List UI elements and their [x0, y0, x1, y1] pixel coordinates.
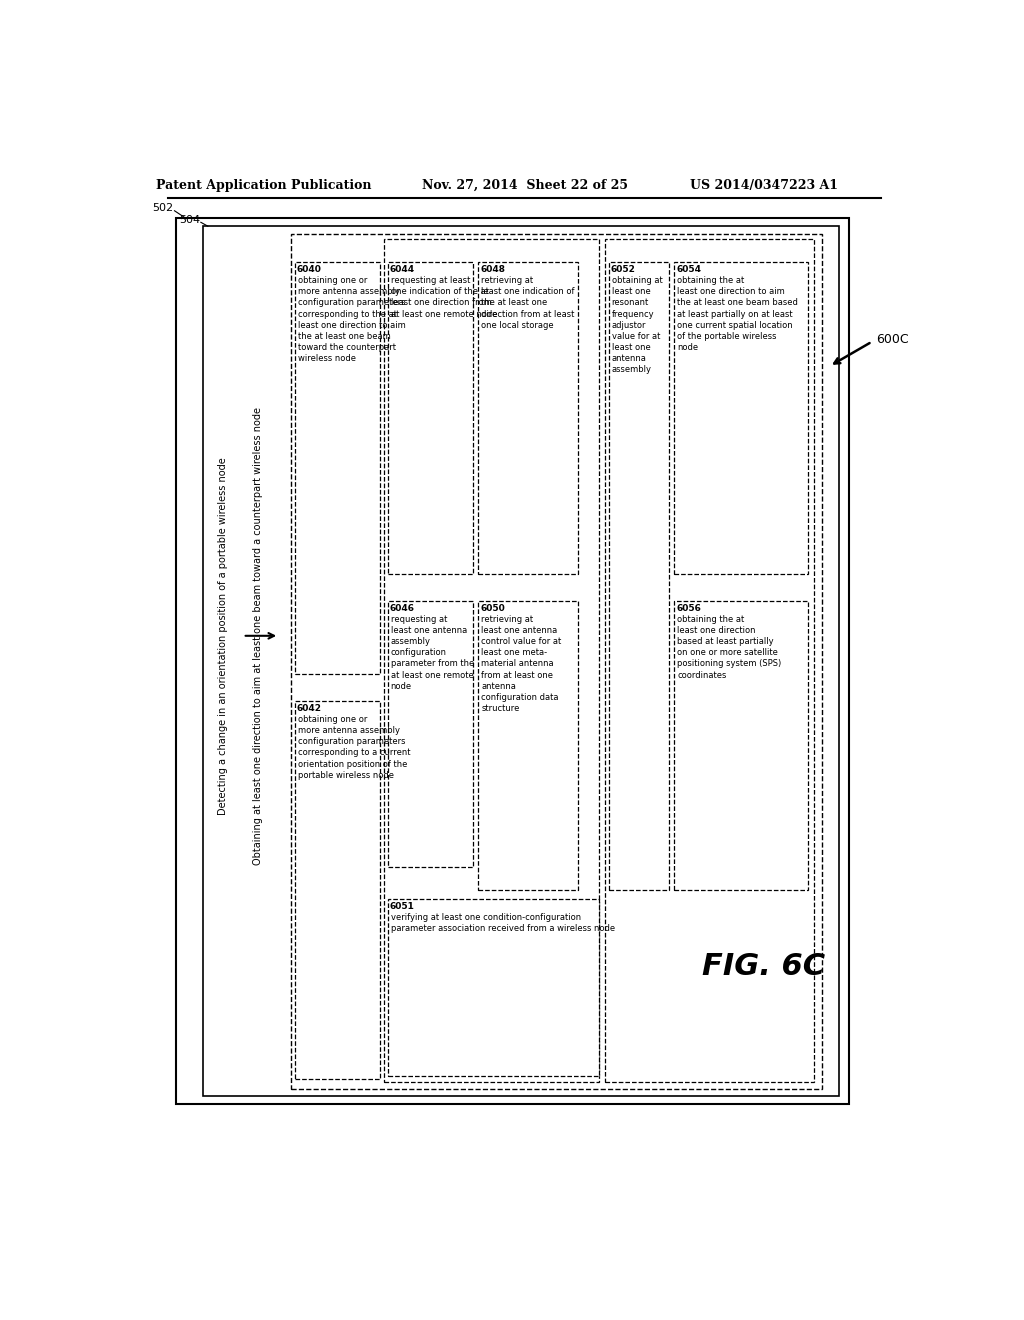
Bar [675, 263, 808, 574]
Text: US 2014/0347223 A1: US 2014/0347223 A1 [689, 178, 838, 191]
Text: 6051: 6051 [390, 903, 415, 911]
Text: verifying at least one condition-configuration
parameter association received fr: verifying at least one condition-configu… [391, 913, 614, 933]
Bar [295, 263, 380, 675]
Text: Nov. 27, 2014  Sheet 22 of 25: Nov. 27, 2014 Sheet 22 of 25 [422, 178, 628, 191]
Bar [384, 239, 599, 1082]
Text: requesting at
least one antenna
assembly
configuration
parameter from the
at lea: requesting at least one antenna assembly… [391, 615, 474, 690]
Text: 6056: 6056 [677, 605, 701, 614]
Text: 6048: 6048 [480, 265, 506, 275]
Text: Obtaining at least one direction to aim at least one beam toward a counterpart w: Obtaining at least one direction to aim … [253, 407, 263, 865]
Bar [291, 234, 821, 1089]
Text: 6050: 6050 [480, 605, 506, 614]
Text: 6052: 6052 [611, 265, 636, 275]
Bar [388, 263, 473, 574]
Text: 600C: 600C [876, 333, 908, 346]
Bar [675, 601, 808, 890]
Bar [176, 218, 849, 1104]
Text: Detecting a change in an orientation position of a portable wireless node: Detecting a change in an orientation pos… [217, 457, 227, 814]
Text: FIG. 6C: FIG. 6C [701, 953, 825, 981]
Text: obtaining one or
more antenna assembly
configuration parameters
corresponding to: obtaining one or more antenna assembly c… [298, 715, 411, 780]
Text: 502: 502 [152, 203, 173, 214]
Bar [604, 239, 814, 1082]
Bar [388, 601, 473, 867]
Bar [478, 263, 578, 574]
Text: 6054: 6054 [677, 265, 701, 275]
Text: obtaining the at
least one direction to aim
the at least one beam based
at least: obtaining the at least one direction to … [678, 276, 799, 352]
Text: 6040: 6040 [297, 265, 322, 275]
Bar [608, 263, 669, 890]
Text: retrieving at
least one indication of
the at least one
direction from at least
o: retrieving at least one indication of th… [481, 276, 574, 330]
Text: requesting at least
one indication of the at
least one direction from
at least o: requesting at least one indication of th… [391, 276, 498, 318]
Text: obtaining one or
more antenna assembly
configuration parameters
corresponding to: obtaining one or more antenna assembly c… [298, 276, 406, 363]
Text: 6044: 6044 [390, 265, 415, 275]
Text: obtaining at
least one
resonant
frequency
adjustor
value for at
least one
antenn: obtaining at least one resonant frequenc… [611, 276, 663, 374]
Text: 6046: 6046 [390, 605, 415, 614]
Text: Patent Application Publication: Patent Application Publication [156, 178, 372, 191]
Bar [295, 701, 380, 1078]
Bar [478, 601, 578, 890]
Text: obtaining the at
least one direction
based at least partially
on one or more sat: obtaining the at least one direction bas… [678, 615, 781, 680]
Bar [388, 899, 599, 1076]
Text: retrieving at
least one antenna
control value for at
least one meta-
material an: retrieving at least one antenna control … [481, 615, 561, 713]
Text: 504: 504 [179, 215, 200, 224]
Text: 6042: 6042 [297, 705, 322, 713]
Bar [203, 226, 839, 1096]
